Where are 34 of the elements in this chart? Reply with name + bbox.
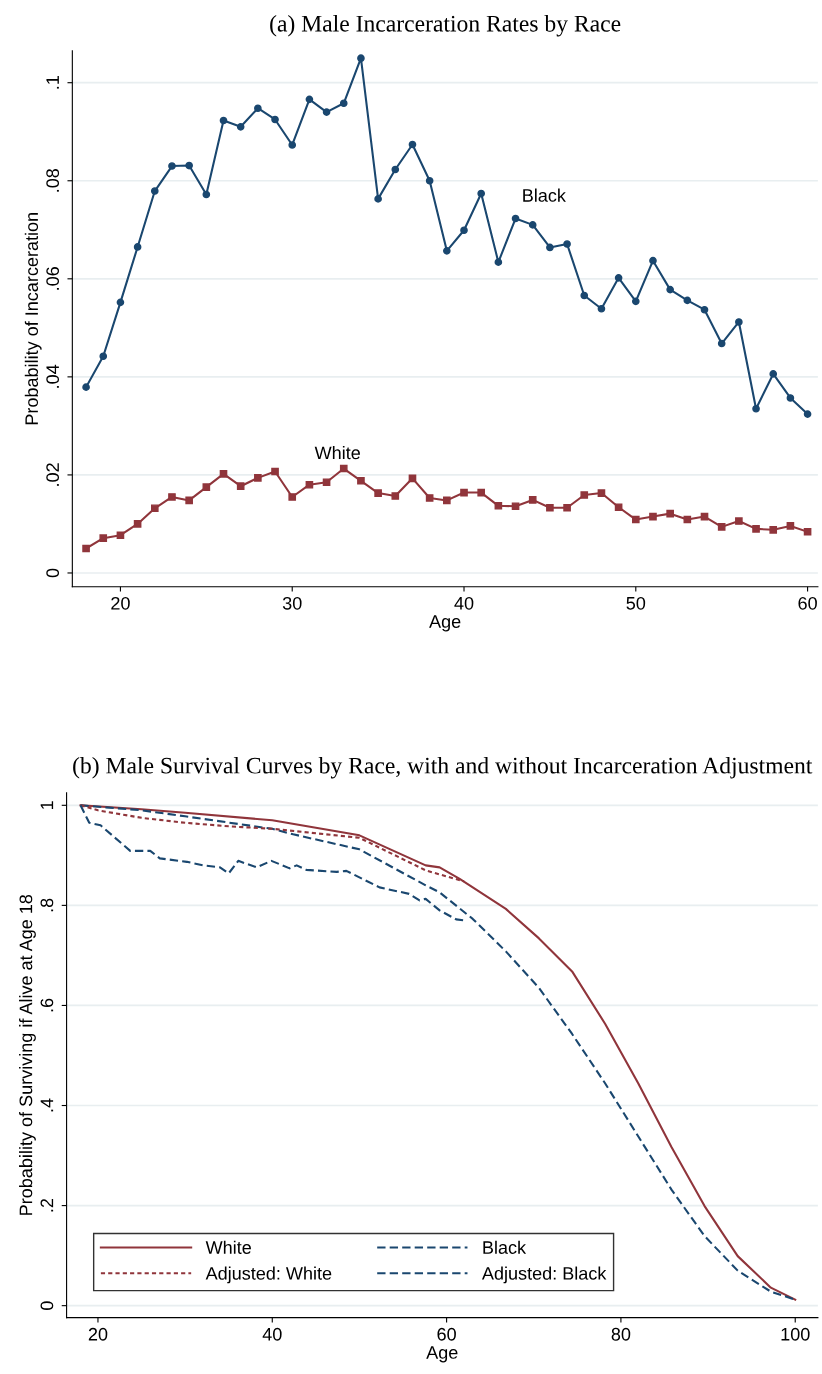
chart-title: (b) Male Survival Curves by Race, with and without Incarceration Adjustment [73,756,813,779]
y-tick-label: .08 [46,168,60,192]
x-axis-title: Age [429,615,461,632]
annotation: Black [523,188,566,202]
x-tick-label: 60 [437,1327,456,1341]
x-tick-label: 20 [111,596,130,610]
x-axis-title: Age [426,1346,458,1363]
x-tick-label: 30 [282,596,302,610]
y-tick-label: .4 [40,1098,54,1112]
y-tick-label: 1 [40,801,54,809]
legend-label: Adjusted: Black [481,1266,607,1284]
y-tick-label: .2 [40,1198,54,1212]
legend-label: Black [483,1240,527,1254]
legend-label: White [205,1240,251,1254]
y-axis-title: Probability of Incarceration [24,213,42,425]
chart-title: (a) Male Incarceration Rates by Race [270,15,621,37]
y-tick-label: .02 [46,463,60,486]
y-tick-label: .8 [40,898,54,912]
annotation: White [314,446,360,460]
y-tick-label: .04 [46,364,60,388]
y-tick-label: .6 [40,998,54,1012]
legend-label: Adjusted: White [205,1266,332,1284]
x-tick-label: 60 [798,596,817,610]
x-tick-label: 40 [262,1327,282,1341]
x-tick-label: 40 [454,596,474,610]
x-tick-label: 80 [611,1327,631,1341]
y-tick-label: .1 [46,76,59,89]
y-tick-label: .06 [46,267,60,290]
x-tick-label: 50 [626,596,646,610]
y-tick-label: 0 [46,568,60,578]
x-tick-label: 100 [781,1327,810,1341]
y-axis-title: Probability of Surviving if Alive at Age 18 [19,894,36,1215]
y-tick-label: 0 [40,1301,54,1310]
x-tick-label: 20 [88,1327,108,1341]
